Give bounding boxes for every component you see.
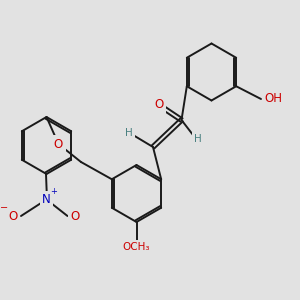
Text: H: H	[194, 134, 202, 145]
Text: N: N	[42, 193, 51, 206]
Text: −: −	[0, 203, 9, 214]
Text: OCH₃: OCH₃	[123, 242, 150, 253]
Text: OH: OH	[264, 92, 282, 106]
Text: H: H	[125, 128, 133, 139]
Text: O: O	[70, 209, 80, 223]
Text: O: O	[54, 137, 63, 151]
Text: O: O	[9, 209, 18, 223]
Text: O: O	[154, 98, 164, 112]
Text: +: +	[51, 187, 57, 196]
